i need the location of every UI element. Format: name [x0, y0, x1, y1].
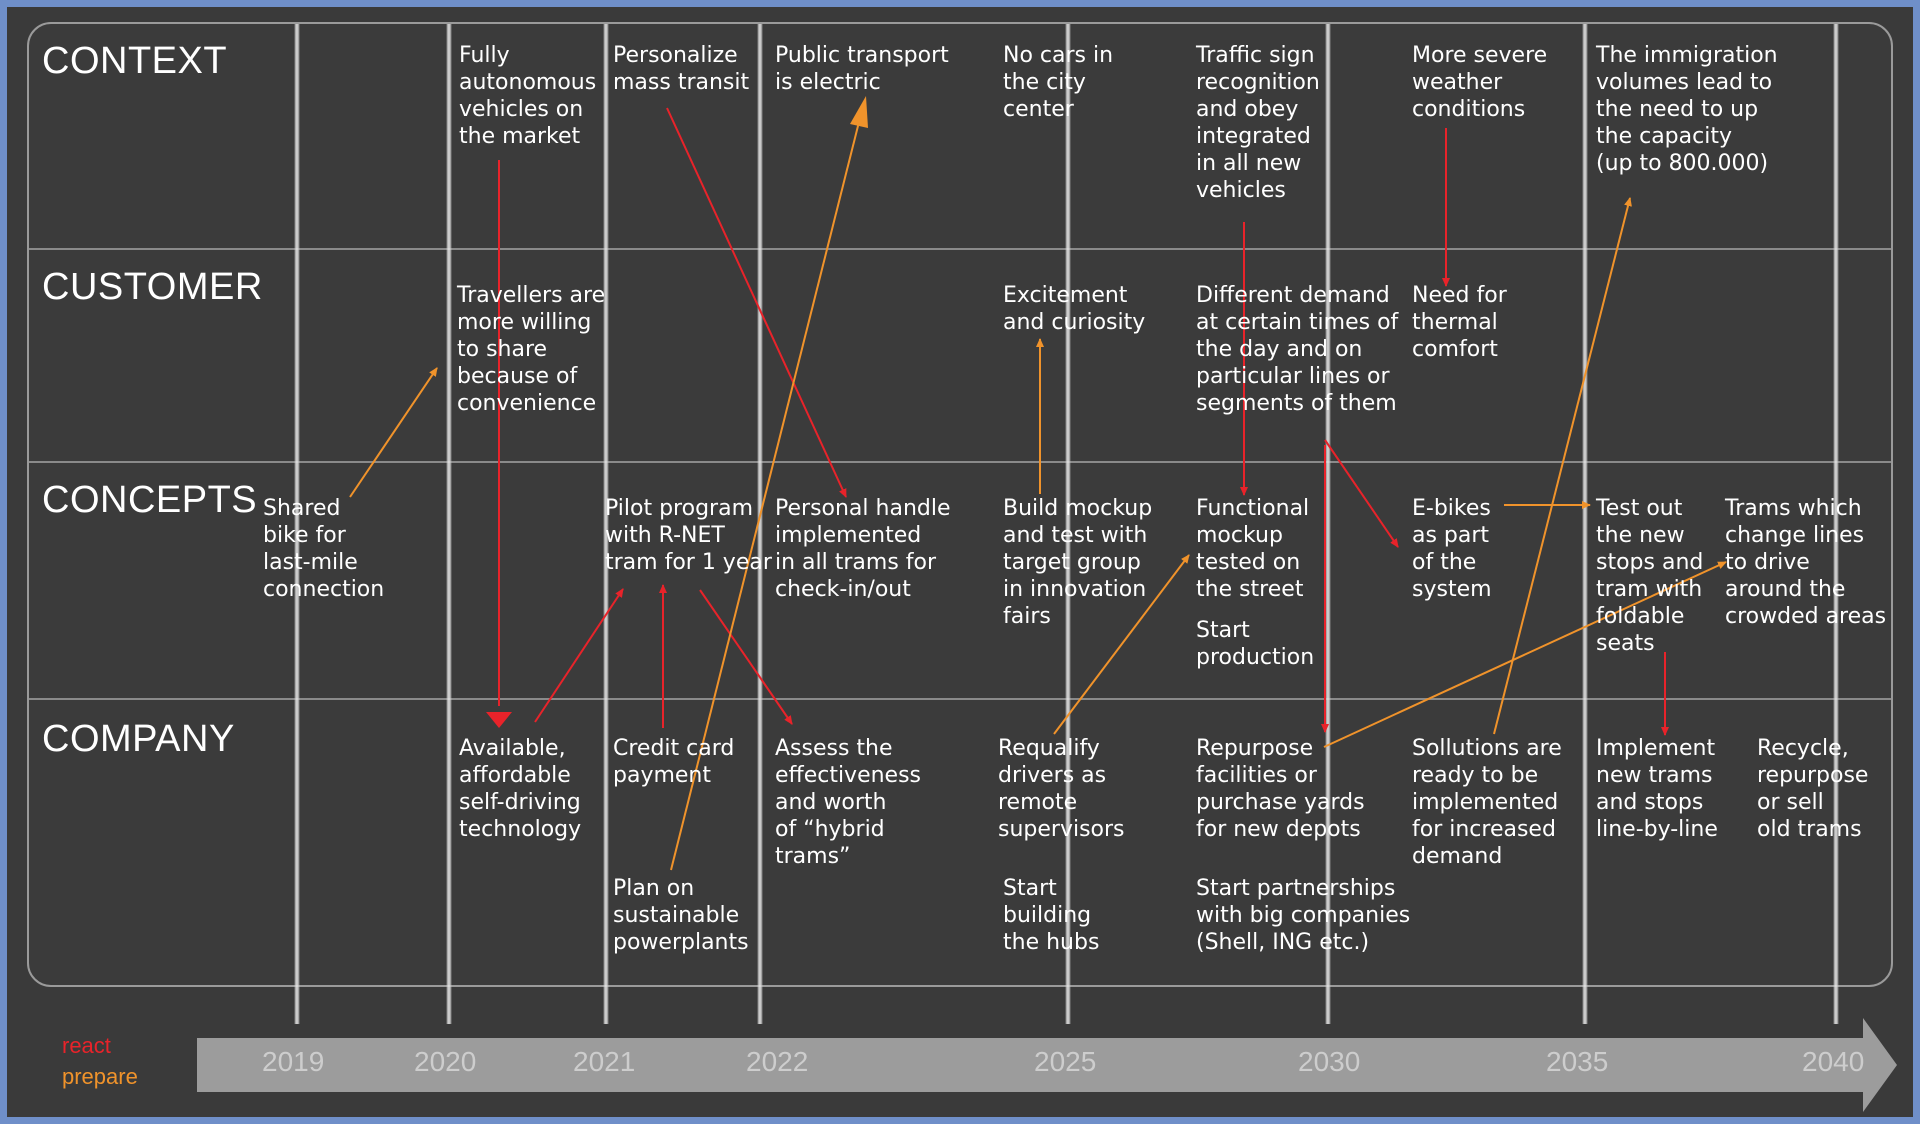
note-context-2035: The immigration volumes lead to the need…: [1596, 43, 1778, 176]
year-line-2040: [1833, 24, 1839, 1024]
note-context-2021: Personalize mass transit: [613, 43, 750, 95]
arrow-requalify-to-functional: [1053, 554, 1190, 735]
arrow-demand-to-ebikes: [1324, 439, 1399, 548]
note-company-2020: Available, affordable self-driving techn…: [459, 736, 582, 842]
note-company-2025b: Start building the hubs: [1003, 876, 1100, 955]
note-company-2021: Credit card payment: [613, 736, 735, 788]
year-label-2021: 2021: [573, 1046, 636, 1077]
year-label-2019: 2019: [262, 1046, 325, 1077]
note-concepts-2021: Pilot program with R-NET tram for 1 year: [605, 496, 772, 575]
note-context-2022: Public transport is electric: [775, 43, 949, 95]
arrow-pilot-to-assess: [699, 589, 793, 725]
row-title-customer: CUSTOMER: [42, 266, 263, 308]
arrow-repurpose-to-trams: [1323, 561, 1727, 748]
row-divider: [29, 248, 1891, 250]
note-company-2021b: Plan on sustainable powerplants: [613, 876, 749, 955]
legend-react: react: [62, 1033, 111, 1058]
note-company-2022: Assess the effectiveness and worth of “h…: [775, 736, 922, 869]
note-company-2030b: Start partnerships with big companies (S…: [1196, 876, 1411, 955]
year-line-2021: [603, 24, 609, 1024]
year-line-2022: [757, 24, 763, 1024]
note-context-2030b: More severe weather conditions: [1412, 43, 1548, 122]
note-customer-2020: Travellers are more willing to share bec…: [457, 283, 606, 416]
note-concepts-2035: Test out the new stops and tram with fol…: [1596, 496, 1704, 656]
arrow-autonomous-head: [486, 712, 512, 728]
note-concepts-2022: Personal handle implemented in all trams…: [775, 496, 951, 602]
note-company-2030: Repurpose facilities or purchase yards f…: [1196, 736, 1365, 842]
arrow-powerplants-head: [850, 96, 868, 128]
note-context-2030: Traffic sign recognition and obey integr…: [1196, 43, 1320, 203]
note-customer-2030: Different demand at certain times of the…: [1196, 283, 1399, 416]
year-line-2025: [1065, 24, 1071, 1024]
arrow-solutions-to-immigration: [1493, 197, 1632, 735]
year-label-2020: 2020: [414, 1046, 477, 1077]
year-label-2025: 2025: [1034, 1046, 1097, 1077]
row-title-concepts: CONCEPTS: [42, 479, 258, 521]
timeline-arrowhead: [1863, 1018, 1897, 1112]
note-customer-2030b: Need for thermal comfort: [1412, 283, 1507, 362]
year-line-2019: [294, 24, 300, 1024]
note-context-2025: No cars in the city center: [1003, 43, 1114, 122]
note-company-2030c: Sollutions are ready to be implemented f…: [1412, 736, 1562, 869]
note-company-2025: Requalify drivers as remote supervisors: [998, 736, 1125, 842]
note-company-2035: Implement new trams and stops line-by-li…: [1596, 736, 1718, 842]
note-concepts-2030: Functional mockup tested on the street: [1196, 496, 1310, 602]
row-title-context: CONTEXT: [42, 40, 228, 82]
row-title-company: COMPANY: [42, 718, 235, 760]
note-concepts-2030b: E-bikes as part of the system: [1412, 496, 1492, 602]
arrow-technology-to-pilot: [534, 588, 624, 723]
arrow-powerplants-to-electric: [670, 109, 863, 871]
note-context-2020: Fully autonomous vehicles on the market: [459, 43, 597, 149]
year-line-2035: [1582, 24, 1588, 1024]
row-divider: [29, 461, 1891, 463]
year-label-2035: 2035: [1546, 1046, 1609, 1077]
note-concepts-2030-start: Start production: [1196, 618, 1315, 670]
note-concepts-2035b: Trams which change lines to drive around…: [1725, 496, 1887, 629]
note-concepts-2019: Shared bike for last-mile connection: [263, 496, 385, 602]
year-line-2020: [446, 24, 452, 1024]
year-label-2022: 2022: [746, 1046, 809, 1077]
year-label-2040: 2040: [1802, 1046, 1865, 1077]
note-company-2035b: Recycle, repurpose or sell old trams: [1757, 736, 1869, 842]
timeline-bar: [197, 1038, 1867, 1092]
row-divider: [29, 698, 1891, 700]
note-customer-2025: Excitement and curiosity: [1003, 283, 1146, 335]
arrow-mass-transit-to-handle: [666, 107, 847, 498]
legend-prepare: prepare: [62, 1064, 138, 1089]
year-label-2030: 2030: [1298, 1046, 1361, 1077]
note-concepts-2025: Build mockup and test with target group …: [1003, 496, 1153, 629]
arrow-bike-to-travellers: [349, 367, 438, 498]
year-line-2030: [1325, 24, 1331, 1024]
